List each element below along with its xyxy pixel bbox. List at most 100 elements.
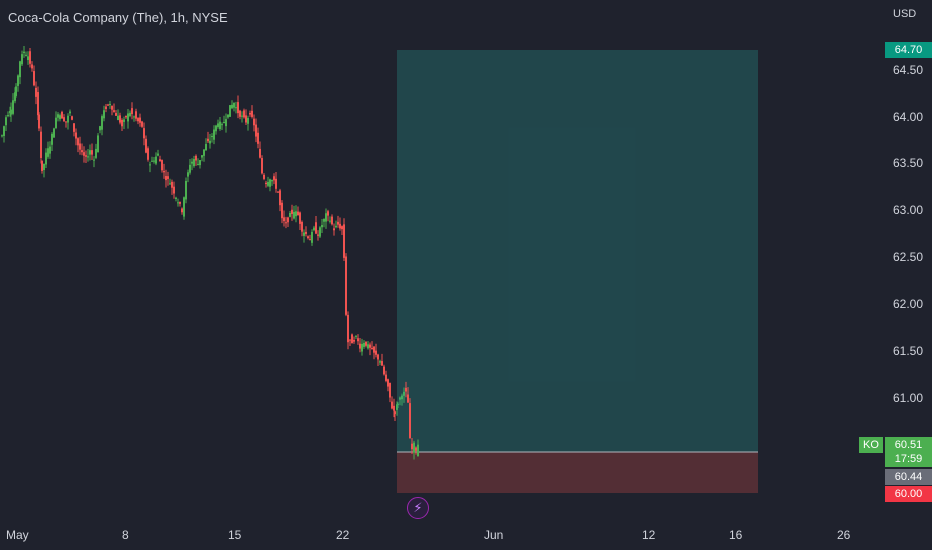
candle-body (5, 117, 7, 126)
candle-body (303, 232, 305, 236)
candle-body (329, 220, 331, 222)
candle-body (77, 138, 79, 146)
candle-body (393, 405, 395, 411)
time-axis: May 8 15 22 Jun 12 16 26 (6, 528, 851, 542)
candle-body (223, 122, 225, 124)
candle-body (305, 231, 307, 234)
candle-body (389, 382, 391, 398)
candle-body (245, 115, 247, 123)
candle-body (269, 179, 271, 187)
candle-body (241, 115, 243, 117)
candle-body (351, 334, 353, 344)
candle-body (325, 213, 327, 222)
candle-body (111, 105, 113, 110)
candle-body (259, 148, 261, 158)
candle-body (99, 126, 101, 131)
candle-body (287, 217, 289, 223)
candle-body (113, 110, 115, 112)
candle-body (413, 442, 415, 453)
candle-body (359, 343, 361, 349)
candle-body (187, 172, 189, 177)
candle-body (339, 223, 341, 229)
candle-body (69, 111, 71, 114)
candle-body (71, 116, 73, 120)
target-price-tag[interactable]: 64.70 (885, 42, 932, 58)
candle-body (311, 231, 313, 243)
last-price-tag[interactable]: 60.51 (885, 437, 932, 453)
candle-body (181, 208, 183, 213)
candle-body (257, 132, 259, 144)
candle-body (394, 411, 396, 415)
candle-body (105, 106, 107, 109)
time-axis-label: 16 (729, 528, 743, 542)
candle-body (169, 183, 171, 185)
candle-body (279, 190, 281, 206)
stop-price-tag[interactable]: 60.00 (885, 486, 932, 502)
candle-body (301, 221, 303, 232)
candle-body (21, 54, 23, 65)
candle-body (397, 403, 399, 405)
candle-body (365, 341, 367, 346)
candle-body (81, 150, 83, 153)
price-axis-label: 61.50 (893, 344, 923, 358)
candle-body (221, 124, 223, 126)
candle-body (185, 180, 187, 200)
time-axis-label: 8 (122, 528, 129, 542)
candle-body (347, 314, 349, 343)
candle-body (153, 160, 155, 162)
candle-body (95, 148, 97, 158)
profit-zone[interactable] (397, 50, 758, 452)
candle-body (43, 163, 45, 170)
candle-body (73, 123, 75, 132)
candle-body (345, 256, 347, 315)
candle-body (163, 171, 165, 173)
candle-body (229, 105, 231, 117)
candle-body (179, 202, 181, 204)
candle-body (371, 347, 373, 349)
candle-body (281, 202, 283, 219)
chart-title[interactable]: Coca-Cola Company (The), 1h, NYSE (8, 10, 228, 25)
entry-price-tag[interactable]: 60.44 (885, 469, 932, 485)
candle-body (265, 182, 267, 185)
candle-body (335, 225, 337, 228)
candle-body (213, 129, 215, 140)
candle-body (157, 153, 159, 156)
time-axis-label: 12 (642, 528, 656, 542)
alert-button[interactable]: ⚡ (407, 497, 429, 519)
candle-body (309, 239, 311, 241)
candle-body (103, 110, 105, 119)
loss-zone[interactable] (397, 452, 758, 493)
candle-body (315, 222, 317, 234)
candle-body (89, 150, 91, 155)
candle-body (3, 126, 5, 136)
candle-body (341, 226, 343, 230)
candle-body (319, 227, 321, 237)
candle-body (289, 212, 291, 217)
candle-body (207, 138, 209, 142)
candle-body (45, 152, 47, 165)
candle-body (375, 350, 377, 355)
candle-body (147, 148, 149, 160)
candle-body (49, 146, 51, 154)
candle-body (97, 135, 99, 153)
currency-label[interactable]: USD (893, 8, 917, 20)
candle-body (201, 155, 203, 158)
ticker-tag[interactable]: KO (859, 437, 883, 453)
candle-body (401, 395, 403, 400)
candle-body (83, 152, 85, 156)
candle-body (297, 211, 299, 216)
candle-body (91, 150, 93, 155)
candle-body (251, 110, 253, 117)
candle-body (261, 158, 263, 174)
price-axis-label: 64.00 (893, 110, 923, 124)
candle-body (195, 155, 197, 161)
price-axis-label: 61.00 (893, 391, 923, 405)
candle-body (197, 163, 199, 165)
candle-body (369, 344, 371, 348)
candle-body (35, 87, 37, 97)
candle-body (277, 191, 279, 193)
candle-body (343, 224, 345, 258)
candle-body (40, 131, 42, 158)
candle-body (1, 135, 3, 137)
